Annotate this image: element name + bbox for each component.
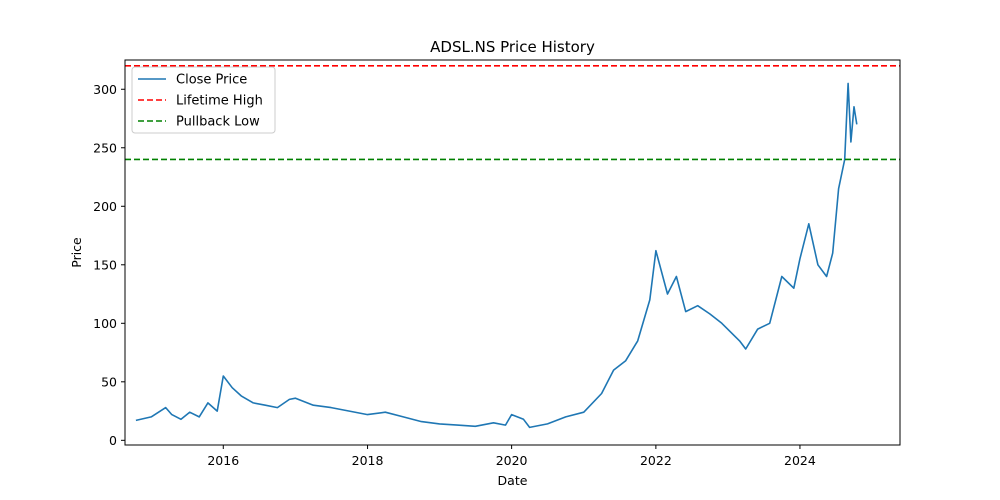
- legend-box: [131, 66, 276, 134]
- x-tick-label: 2024: [784, 453, 816, 468]
- legend-label-1: Lifetime High: [176, 94, 263, 109]
- x-axis: 2016 2018 2020 2022 2024: [207, 445, 816, 468]
- x-tick-label: 2020: [496, 453, 528, 468]
- chart-title: ADSL.NS Price History: [430, 38, 595, 56]
- y-tick-label: 200: [93, 199, 117, 214]
- plot-area: [124, 59, 901, 446]
- y-axis: 0 50 100 150 200 250 300: [93, 82, 125, 448]
- y-tick-label: 50: [101, 374, 117, 389]
- x-tick-label: 2016: [207, 453, 239, 468]
- y-tick-label: 300: [93, 82, 117, 97]
- y-tick-label: 250: [93, 140, 117, 155]
- y-axis-label: Price: [69, 237, 84, 268]
- y-tick-label: 100: [93, 316, 117, 331]
- legend-label-0: Close Price: [176, 73, 247, 88]
- x-tick-label: 2022: [640, 453, 672, 468]
- legend: Close Price Lifetime High Pullback Low: [131, 66, 276, 134]
- x-tick-label: 2018: [352, 453, 384, 468]
- series-line-0: [135, 82, 858, 429]
- axes-frame: [124, 59, 901, 446]
- legend-label-2: Pullback Low: [176, 115, 260, 130]
- y-tick-label: 0: [109, 433, 117, 448]
- y-tick-label: 150: [93, 257, 117, 272]
- x-axis-label: Date: [498, 473, 528, 488]
